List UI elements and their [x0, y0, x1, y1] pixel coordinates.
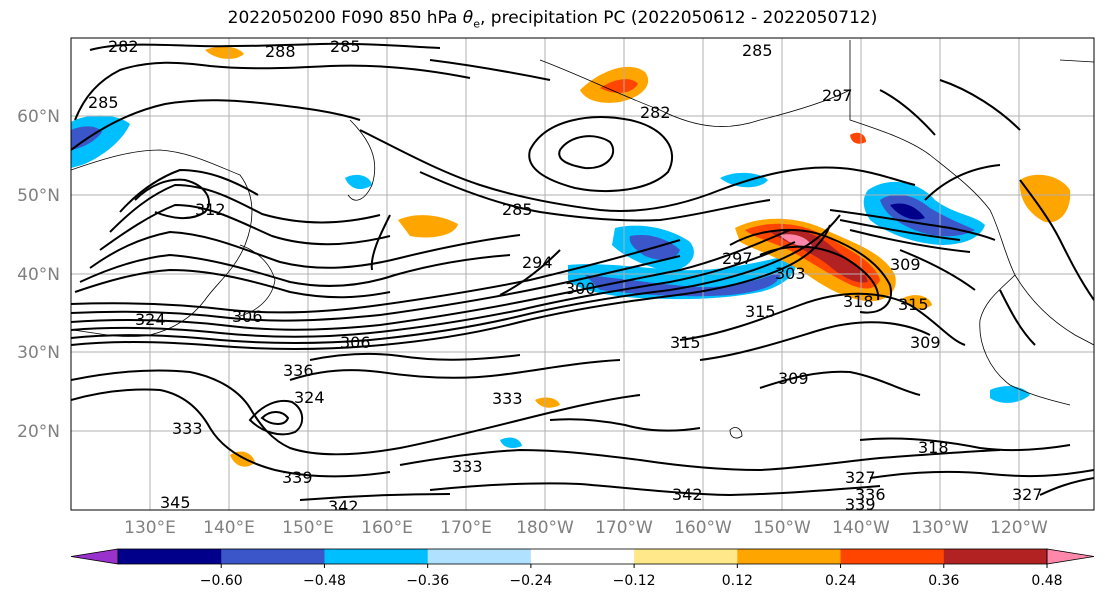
precip-blue-small [720, 172, 768, 188]
longitude-labels: 130°E 140°E 150°E 160°E 170°E 180°W 170°… [124, 518, 1048, 538]
lon-label: 150°E [282, 518, 334, 538]
lat-label: 40°N [17, 265, 60, 285]
precip-red-spot [850, 132, 866, 144]
colorbar-swatch [118, 549, 222, 564]
latitude-labels: 60°N 50°N 40°N 30°N 20°N [17, 107, 60, 442]
contour-label: 333 [172, 419, 203, 438]
colorbar-tick-label: −0.48 [303, 573, 346, 589]
colorbar-swatch [221, 549, 325, 564]
contour-label: 336 [855, 485, 886, 504]
contour-label: 306 [232, 307, 263, 326]
lat-label: 20°N [17, 422, 60, 442]
colorbar-tick-label: −0.36 [406, 573, 449, 589]
contour-label: 312 [195, 200, 226, 219]
colorbar-tick-label: 0.24 [825, 573, 856, 589]
precip-orange-east [1019, 174, 1071, 223]
colorbar-swatch [427, 549, 532, 564]
contour-label: 339 [845, 495, 876, 514]
colorbar-tick-label: −0.60 [200, 573, 243, 589]
contour-label: 342 [328, 497, 359, 516]
contour-label: 318 [918, 438, 949, 457]
lon-label: 150°W [753, 518, 811, 538]
contour-label: 324 [135, 310, 166, 329]
colorbar-tick-label: 0.48 [1031, 573, 1062, 589]
contour-label: 309 [890, 255, 921, 274]
contour-label: 324 [294, 388, 325, 407]
colorbar-tick-label: −0.24 [509, 573, 552, 589]
contour-label: 285 [330, 37, 361, 56]
lon-label: 140°E [203, 518, 255, 538]
contour-label: 315 [670, 333, 701, 352]
colorbar-swatch [634, 549, 738, 564]
contour-label: 315 [745, 302, 776, 321]
contour-label: 297 [722, 249, 753, 268]
precip-blue-spot [345, 174, 372, 190]
contour-labels: 282 288 285 285 285 297 282 312 285 294 … [88, 37, 1043, 516]
precip-blue-band-core [585, 272, 781, 297]
theta-e-contours [71, 42, 1094, 501]
contour-label: 315 [898, 295, 929, 314]
precip-orange-nw [205, 46, 244, 59]
contour-label: 285 [88, 93, 119, 112]
precip-blue-se [990, 386, 1030, 403]
precip-blue-spot2 [500, 437, 522, 448]
contour-label: 327 [1012, 485, 1043, 504]
lon-label: 170°W [595, 518, 653, 538]
colorbar-swatch [737, 549, 842, 564]
lon-label: 130°E [124, 518, 176, 538]
contour-label: 342 [672, 485, 703, 504]
contour-label: 297 [822, 86, 853, 105]
contour-label: 327 [845, 468, 876, 487]
precip-blue-coast-core [890, 203, 925, 220]
precip-pink-max [780, 234, 812, 247]
contour-label: 318 [843, 292, 874, 311]
map-border [70, 37, 1095, 511]
contour-label: 333 [452, 457, 483, 476]
colorbar-extend-low [70, 548, 119, 565]
map-content: 282 288 285 285 285 297 282 312 285 294 … [71, 37, 1094, 516]
lat-label: 30°N [17, 343, 60, 363]
colorbar-frame [117, 548, 1048, 565]
contour-label: 336 [283, 361, 314, 380]
chart-title: 2022050200 F090 850 hPa θe, precipitatio… [227, 8, 878, 31]
contour-label: 288 [265, 42, 296, 61]
contour-label: 285 [742, 41, 773, 60]
lon-label: 140°W [832, 518, 890, 538]
lat-label: 50°N [17, 186, 60, 206]
colorbar-swatch [840, 549, 945, 564]
contour-label: 339 [282, 468, 313, 487]
colorbar-tick-label: 0.36 [928, 573, 959, 589]
lon-label: 170°E [440, 518, 492, 538]
contour-label: 300 [565, 279, 596, 298]
contour-label: 333 [492, 389, 523, 408]
colorbar-swatch [324, 549, 429, 564]
lon-label: 160°E [361, 518, 413, 538]
lat-label: 60°N [17, 107, 60, 127]
lon-label: 180°W [516, 518, 574, 538]
lon-label: 160°W [674, 518, 732, 538]
colorbar: −0.60 −0.48 −0.36 −0.24 −0.12 0.12 0.24 0.36 0.4… [70, 548, 1095, 589]
colorbar-extend-high [1046, 548, 1095, 565]
contour-label: 282 [108, 37, 139, 56]
contour-label: 282 [640, 103, 671, 122]
graticule [71, 38, 1094, 510]
colorbar-swatch [943, 549, 1048, 564]
colorbar-tick-label: −0.12 [613, 573, 656, 589]
contour-label: 285 [502, 200, 533, 219]
contour-label: 303 [775, 264, 806, 283]
contour-label: 345 [160, 493, 191, 512]
contour-label: 306 [340, 333, 371, 352]
precip-orange-west [398, 215, 458, 238]
precip-orange-sw [230, 451, 255, 467]
lon-label: 130°W [911, 518, 969, 538]
colorbar-swatch [530, 549, 635, 564]
contour-label: 309 [778, 369, 809, 388]
colorbar-tick-label: 0.12 [722, 573, 753, 589]
lon-label: 120°W [990, 518, 1048, 538]
precip-orange-spot2 [535, 397, 560, 408]
contour-label: 309 [910, 333, 941, 352]
contour-label: 294 [522, 253, 553, 272]
